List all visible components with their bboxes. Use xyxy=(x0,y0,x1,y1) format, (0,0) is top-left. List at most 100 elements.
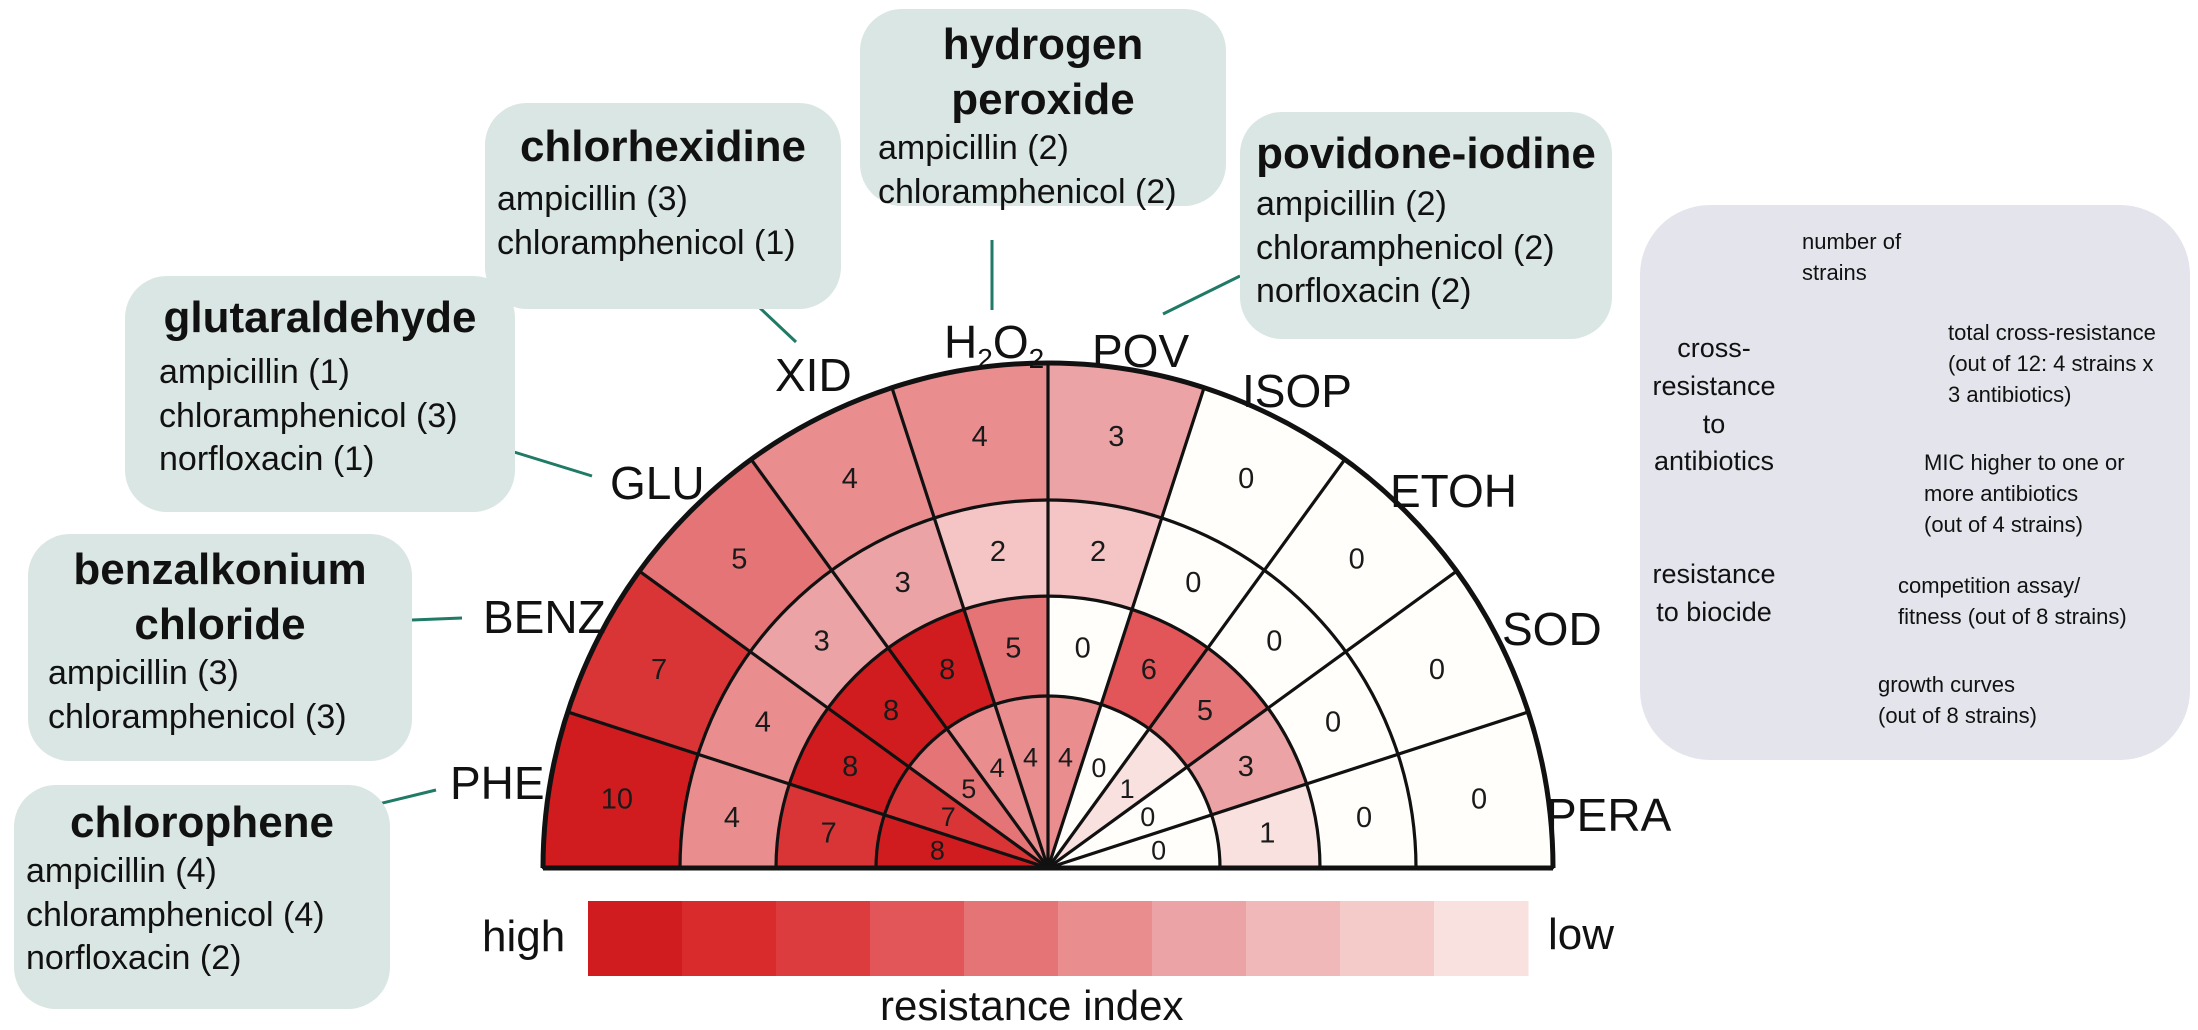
cell-value-sod-ring3: 0 xyxy=(1325,707,1341,739)
legend-line: 3 antibiotics) xyxy=(1948,381,2072,407)
callout-connectors xyxy=(361,240,1241,810)
callout-item: ampicillin (1) xyxy=(159,353,350,391)
legend-cross-resistance-group: cross- resistance to antibiotics xyxy=(1640,330,1788,481)
legend-line: to biocide xyxy=(1656,596,1772,627)
cell-value-pov-ring1: 4 xyxy=(1058,742,1073,772)
cell-value-phe-ring1: 8 xyxy=(930,835,945,865)
legend-competition-assay: competition assay/ fitness (out of 8 str… xyxy=(1898,571,2127,633)
legend-line: resistance xyxy=(1652,559,1776,589)
legend-line: cross- xyxy=(1677,333,1751,363)
cell-value-isop-ring3: 0 xyxy=(1185,567,1201,599)
cell-value-sod-ring2: 3 xyxy=(1238,751,1254,783)
biocide-label-h2o2: H2O2 xyxy=(944,315,1044,375)
callout-chlorhexidine: chlorhexidine ampicillin (3) chloramphen… xyxy=(485,103,841,309)
callout-item: norfloxacin (2) xyxy=(26,939,242,978)
callout-title: glutaraldehyde xyxy=(163,293,477,342)
cell-value-xid-ring1: 4 xyxy=(990,753,1005,783)
callout-chlorophene: chlorophene ampicillin (4) chloramphenic… xyxy=(14,785,390,1009)
ring-arc xyxy=(874,694,1222,869)
legend-number-of-strains: number of strains xyxy=(1802,227,1901,289)
cell-value-benz-ring4: 7 xyxy=(651,654,667,686)
colorbar-swatch-1 xyxy=(588,901,683,976)
colorbar-swatch-8 xyxy=(1246,901,1341,976)
callout-item: ampicillin (2) xyxy=(878,129,1069,167)
spoke-line xyxy=(1046,458,1347,869)
cell-value-glu-ring4: 5 xyxy=(731,543,747,575)
callout-item: chloramphenicol (3) xyxy=(159,396,458,435)
legend-line: number of xyxy=(1802,229,1902,254)
legend-line: antibiotics xyxy=(1653,446,1775,477)
cell-value-etoh-ring2: 5 xyxy=(1197,695,1213,727)
spoke-line xyxy=(749,458,1050,869)
callout-glutaraldehyde: glutaraldehyde ampicillin (1) chloramphe… xyxy=(125,276,515,512)
colorbar-swatch-6 xyxy=(1058,901,1153,976)
callout-povidone-iodine: povidone-iodine ampicillin (2) chloramph… xyxy=(1240,112,1612,339)
cell-value-pera-ring3: 0 xyxy=(1356,802,1372,834)
colorbar-swatch-9 xyxy=(1340,901,1435,976)
cell-value-etoh-ring4: 0 xyxy=(1349,543,1365,575)
cell-value-phe-ring4: 10 xyxy=(601,784,633,816)
callout-item: chloramphenicol (3) xyxy=(48,697,347,736)
legend-line: competition assay/ xyxy=(1898,573,2081,598)
biocide-label-sod: SOD xyxy=(1502,603,1602,655)
cell-value-isop-ring4: 0 xyxy=(1238,463,1254,495)
spoke-line xyxy=(567,710,1049,870)
callout-connector xyxy=(1162,274,1241,316)
legend-line: total cross-resistance xyxy=(1948,320,2156,345)
spoke-line xyxy=(638,569,1049,870)
cell-value-sod-ring4: 0 xyxy=(1429,654,1445,686)
cell-value-pov-ring3: 2 xyxy=(1090,536,1106,568)
cell-value-benz-ring2: 8 xyxy=(842,751,858,783)
biocide-label-isop: ISOP xyxy=(1242,365,1352,417)
biocide-label-benz: BENZ xyxy=(483,591,606,643)
ring-arc xyxy=(774,594,1322,869)
cell-value-phe-ring3: 4 xyxy=(724,802,740,834)
cell-value-glu-ring1: 5 xyxy=(961,774,976,804)
legend-line: more antibiotics xyxy=(1924,480,2079,506)
biocide-label-h2o2-sub2: 2 xyxy=(1028,343,1045,375)
biocide-label-h2o2-sub: 2 xyxy=(977,343,993,375)
callout-item: ampicillin (2) xyxy=(1256,185,1447,223)
callout-title: hydrogen peroxide xyxy=(942,20,1144,124)
colorbar-swatch-4 xyxy=(870,901,965,976)
legend-line: (out of 4 strains) xyxy=(1924,511,2083,537)
legend-line: (out of 8 strains) xyxy=(1878,702,2037,728)
biocide-label-h2o2-tail: O2 xyxy=(992,316,1045,375)
ring-arc xyxy=(678,498,1418,869)
spoke-line xyxy=(1047,569,1458,870)
callout-item: ampicillin (3) xyxy=(497,180,688,218)
biocide-label-xid: XID xyxy=(775,349,852,401)
callout-title: povidone-iodine xyxy=(1256,129,1596,178)
cell-value-etoh-ring3: 0 xyxy=(1266,626,1282,658)
polar-gridlines xyxy=(540,360,1556,871)
cell-value-benz-ring1: 7 xyxy=(941,802,956,832)
colorbar-swatch-2 xyxy=(682,901,777,976)
biocide-label-pov: POV xyxy=(1092,325,1190,377)
colorbar-swatch-5 xyxy=(964,901,1059,976)
callout-connector xyxy=(513,450,593,478)
cell-value-phe-ring2: 7 xyxy=(821,817,837,849)
biocide-label-pera: PERA xyxy=(1546,789,1672,841)
callout-item: chloramphenicol (1) xyxy=(497,223,796,262)
cell-value-h2o2-ring2: 5 xyxy=(1005,633,1021,665)
colorbar-low-label: low xyxy=(1548,910,1615,959)
colorbar-swatch-10 xyxy=(1434,901,1529,976)
colorbar-high-label: high xyxy=(482,912,566,961)
legend-line: (out of 12: 4 strains x xyxy=(1948,350,2154,376)
legend-line: MIC higher to one or xyxy=(1924,450,2125,475)
cell-value-pera-ring1: 0 xyxy=(1151,835,1166,865)
spoke-line xyxy=(890,387,1050,869)
cell-value-pov-ring2: 0 xyxy=(1075,633,1091,665)
biocide-label-etoh: ETOH xyxy=(1390,465,1517,517)
callout-connector xyxy=(758,306,798,344)
cell-value-isop-ring1: 0 xyxy=(1091,753,1106,783)
cell-value-sod-ring1: 0 xyxy=(1140,802,1155,832)
cell-value-h2o2-ring1: 4 xyxy=(1023,742,1038,772)
legend-biocide-group: resistance to biocide xyxy=(1640,556,1788,632)
callout-item: chloramphenicol (4) xyxy=(26,895,325,934)
colorbar-swatch-7 xyxy=(1152,901,1247,976)
callout-connector xyxy=(411,616,463,622)
callout-item: chloramphenicol (2) xyxy=(878,172,1177,211)
